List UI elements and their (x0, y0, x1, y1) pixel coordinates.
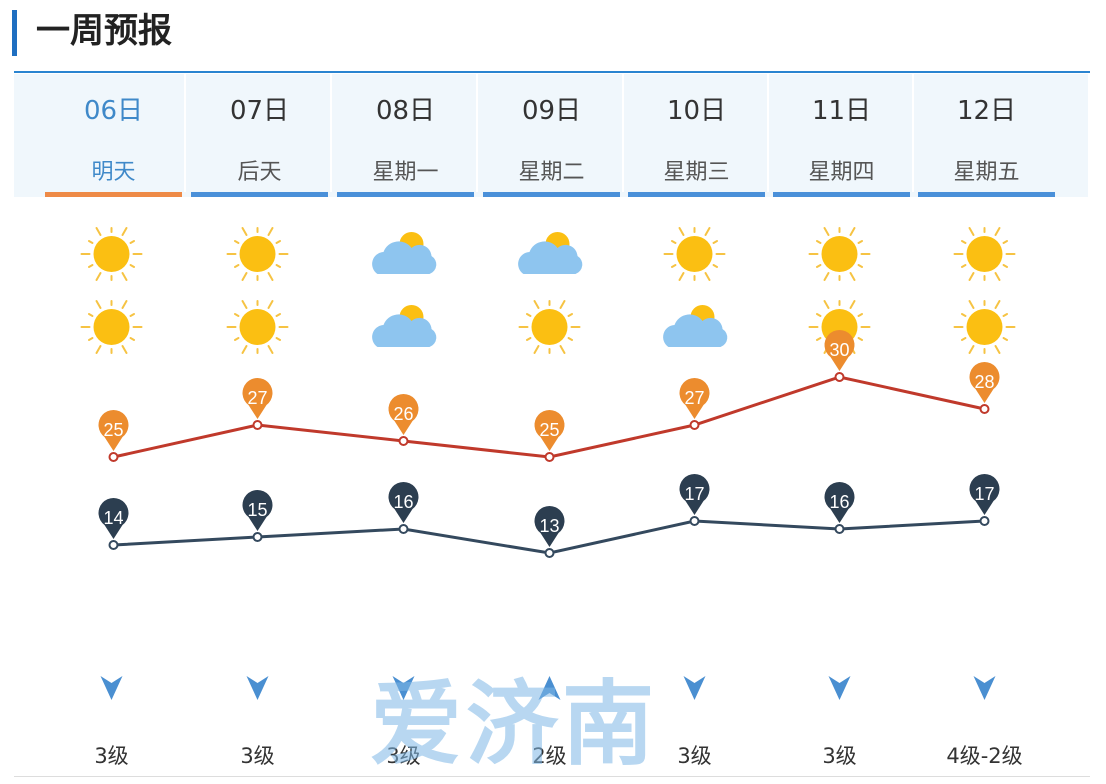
title-divider (14, 71, 1090, 73)
wind-level-2: 3级 (386, 744, 421, 768)
day-date: 10日 (666, 96, 727, 126)
day-header-background (14, 74, 1088, 197)
watermark-logo: 爱济南 (370, 671, 659, 778)
high-temp-point: 30 (824, 330, 855, 382)
high-temp-label: 27 (684, 388, 704, 408)
partly-cloudy-icon (372, 305, 437, 347)
day-tab-6[interactable]: 12日星期五 (915, 74, 1058, 197)
sun-icon (226, 300, 289, 354)
day-tab-1[interactable]: 07日后天 (188, 74, 332, 197)
high-temp-label: 28 (974, 372, 994, 392)
section-title: 一周预报 (36, 11, 172, 51)
day-underline (918, 192, 1055, 197)
day-separator (184, 74, 186, 192)
wind-direction-icon (538, 676, 561, 700)
high-temp-point: 28 (969, 362, 1000, 414)
weather-icons (80, 227, 1016, 354)
low-temp-label: 14 (103, 508, 123, 528)
high-temp-label: 25 (103, 420, 123, 440)
day-weekday: 后天 (237, 160, 282, 185)
day-underline (45, 192, 182, 197)
day-separator (330, 74, 332, 192)
low-temp-label: 16 (829, 492, 849, 512)
partly-cloudy-icon (372, 232, 437, 274)
low-temp-label: 17 (684, 484, 704, 504)
day-weekday: 星期二 (518, 160, 585, 185)
low-temp-label: 15 (247, 500, 267, 520)
low-temp-point: 16 (824, 482, 855, 534)
day-weekday: 星期五 (953, 160, 1020, 185)
high-temp-point: 26 (388, 394, 419, 446)
day-date: 11日 (811, 96, 872, 126)
sun-icon (80, 300, 143, 354)
day-weekday: 星期一 (372, 160, 439, 185)
high-temp-label: 26 (393, 404, 413, 424)
day-underline (773, 192, 910, 197)
low-temp-point: 14 (98, 498, 129, 550)
day-separator (912, 74, 914, 192)
day-weekday: 星期三 (663, 160, 730, 185)
day-separator (476, 74, 478, 192)
wind-level-4: 3级 (677, 744, 712, 768)
high-temp-label: 27 (247, 388, 267, 408)
low-temp-label: 13 (539, 516, 559, 536)
high-temp-point: 25 (98, 410, 129, 462)
day-date: 08日 (375, 96, 436, 126)
sun-icon (663, 227, 726, 281)
low-temp-point: 15 (242, 490, 273, 542)
day-date: 07日 (229, 96, 290, 126)
high-temp-point: 27 (679, 378, 710, 430)
wind-direction-icon (392, 676, 415, 700)
partly-cloudy-icon (518, 232, 583, 274)
sun-icon (226, 227, 289, 281)
low-temp-point: 17 (969, 473, 1000, 526)
day-underline (337, 192, 474, 197)
high-temp-label: 25 (539, 420, 559, 440)
low-temp-point: 17 (679, 474, 710, 526)
low-temp-point: 16 (388, 482, 419, 534)
day-tab-5[interactable]: 11日星期四 (770, 74, 914, 197)
wind-level-3: 2级 (532, 744, 567, 768)
high-temp-label: 30 (829, 340, 849, 360)
day-tab-0[interactable]: 06日明天 (42, 74, 186, 197)
sun-icon (808, 227, 871, 281)
day-tab-4[interactable]: 10日星期三 (625, 74, 769, 197)
sun-icon (953, 300, 1016, 354)
low-temp-label: 17 (974, 484, 994, 504)
wind-level-0: 3级 (94, 744, 129, 768)
wind-direction-icon (973, 676, 996, 700)
day-underline (191, 192, 328, 197)
wind-direction-icon (246, 676, 269, 700)
wind-direction-icon (100, 676, 123, 700)
high-temp-point: 25 (534, 410, 565, 462)
wind-level-5: 3级 (822, 744, 857, 768)
wind-direction-icon (683, 676, 706, 700)
day-weekday: 明天 (91, 160, 136, 185)
wind-level-1: 3级 (240, 744, 275, 768)
wind-level-6: 4级-2级 (946, 744, 1023, 768)
partly-cloudy-icon (663, 305, 728, 347)
day-weekday: 星期四 (808, 160, 875, 185)
title-accent-bar (12, 10, 17, 56)
day-underline (483, 192, 620, 197)
day-separator (767, 74, 769, 192)
sun-icon (80, 227, 143, 281)
high-temp-point: 27 (242, 378, 273, 430)
day-date: 12日 (956, 96, 1017, 126)
low-temp-point: 13 (534, 506, 565, 558)
day-underline (628, 192, 765, 197)
sun-icon (518, 300, 581, 354)
sun-icon (953, 227, 1016, 281)
bottom-divider (14, 776, 1090, 777)
low-temp-label: 16 (393, 492, 413, 512)
wind-direction-icon (828, 676, 851, 700)
day-date: 06日 (83, 96, 144, 126)
day-date: 09日 (521, 96, 582, 126)
day-separator (622, 74, 624, 192)
day-tab-3[interactable]: 09日星期二 (480, 74, 624, 197)
day-tab-2[interactable]: 08日星期一 (334, 74, 478, 197)
